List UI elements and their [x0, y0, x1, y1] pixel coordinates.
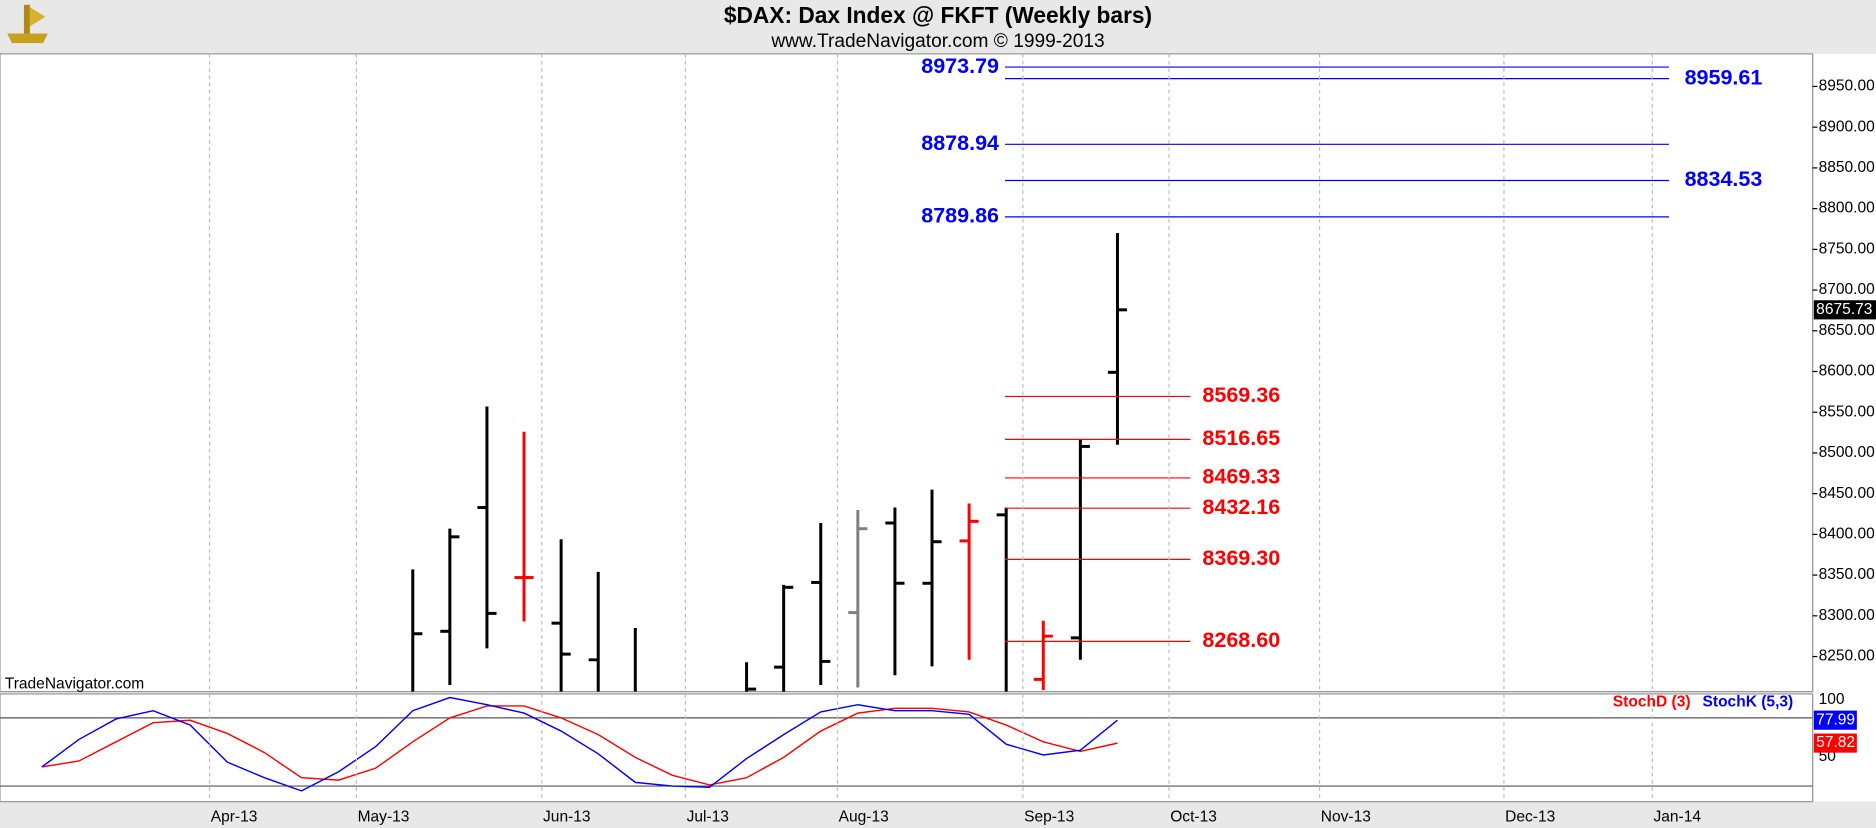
- x-tick-label: Dec-13: [1505, 808, 1555, 825]
- level-label: 8469.33: [1202, 465, 1280, 489]
- y-tick-label: 8650.00: [1819, 322, 1876, 339]
- x-tick-label: Jan-14: [1653, 808, 1701, 825]
- logo: [7, 4, 48, 44]
- level-label: 8878.94: [921, 131, 999, 155]
- level-label: 8959.61: [1685, 65, 1763, 89]
- x-tick-label: Oct-13: [1170, 808, 1217, 825]
- stoch-panel: [0, 693, 1814, 803]
- last-price-box: [1813, 300, 1876, 320]
- y-tick-label: 8500.00: [1819, 444, 1876, 461]
- price-plot: [411, 233, 1128, 692]
- level-label: 8834.53: [1685, 167, 1763, 191]
- level-label: 8973.79: [921, 54, 999, 78]
- level-label: 8516.65: [1202, 426, 1280, 450]
- y-tick-label: 8550.00: [1819, 403, 1876, 420]
- level-label: 8569.36: [1202, 383, 1280, 407]
- last-price-label: 8675.73: [1816, 301, 1872, 318]
- level-label: 8369.30: [1202, 546, 1280, 570]
- last-value-label: 57.82: [1816, 734, 1855, 751]
- x-tick-label: Jun-13: [543, 808, 591, 825]
- x-tick-label: May-13: [358, 808, 410, 825]
- axis-area: [1813, 53, 1876, 802]
- watermark: TradeNavigator.com: [5, 676, 144, 693]
- last-value-label: 77.99: [1816, 711, 1855, 728]
- x-tick-label: Apr-13: [211, 808, 258, 825]
- last-value-box: [1813, 733, 1857, 753]
- last-value-box: [1813, 710, 1857, 730]
- chart-subtitle: www.TradeNavigator.com © 1999-2013: [770, 31, 1104, 52]
- y-tick-label: 8350.00: [1819, 566, 1876, 583]
- y-tick-label: 8300.00: [1819, 607, 1876, 624]
- level-label: 8432.16: [1202, 495, 1280, 519]
- stoch-line: [41, 705, 1118, 786]
- y-tick-label: 8400.00: [1819, 525, 1876, 542]
- y-tick-label: 100: [1819, 691, 1845, 708]
- price-panel: [0, 53, 1814, 693]
- stoch-plot: [0, 696, 1813, 792]
- y-tick-label: 8750.00: [1819, 240, 1876, 257]
- x-tick-label: Aug-13: [839, 808, 889, 825]
- y-tick-label: 8250.00: [1819, 648, 1876, 665]
- y-tick-label: 8850.00: [1819, 159, 1876, 176]
- x-tick-label: Nov-13: [1321, 808, 1371, 825]
- y-tick-label: 8700.00: [1819, 281, 1876, 298]
- y-tick-label: 8900.00: [1819, 118, 1876, 135]
- x-tick-label: Sep-13: [1024, 808, 1074, 825]
- legend-entry: StochD (3): [1613, 693, 1691, 710]
- x-tick-label: Jul-13: [687, 808, 729, 825]
- stoch-line: [41, 696, 1118, 792]
- legend-entry: StochK (5,3): [1703, 693, 1794, 710]
- y-tick-label: 8600.00: [1819, 363, 1876, 380]
- level-label: 8268.60: [1202, 628, 1280, 652]
- level-label: 8789.86: [921, 204, 999, 228]
- y-tick-label: 8450.00: [1819, 485, 1876, 502]
- y-tick-label: 8800.00: [1819, 200, 1876, 217]
- chart-title: $DAX: Dax Index @ FKFT (Weekly bars): [724, 2, 1152, 28]
- y-tick-label: 8950.00: [1819, 78, 1876, 95]
- overlay: 8250.00 8300.00 8350.00 8400.00 8450.00 8500.…: [208, 54, 1876, 825]
